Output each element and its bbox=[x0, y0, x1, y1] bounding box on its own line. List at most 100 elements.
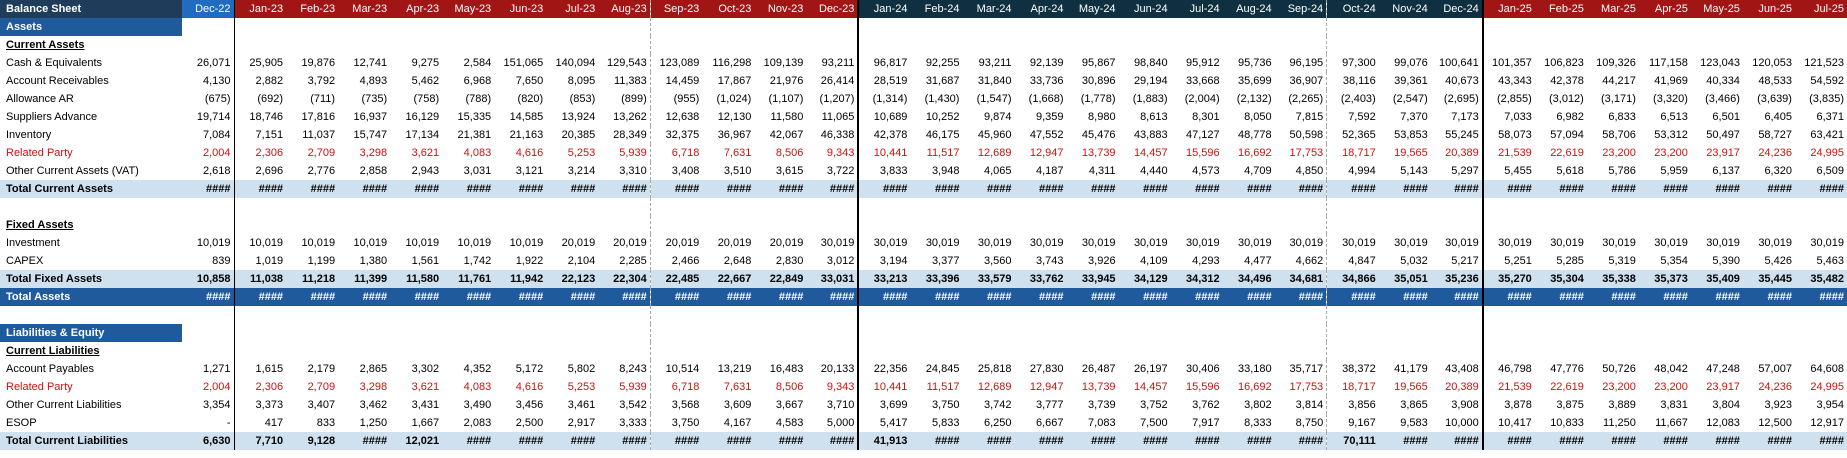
cell[interactable]: #### bbox=[1378, 432, 1431, 450]
cell[interactable]: 43,408 bbox=[1445, 363, 1479, 375]
row-label[interactable]: Total Fixed Assets bbox=[0, 270, 182, 288]
cell[interactable] bbox=[546, 306, 598, 324]
cell[interactable] bbox=[910, 342, 962, 360]
cell[interactable] bbox=[546, 18, 598, 36]
cell[interactable] bbox=[1119, 36, 1171, 54]
cell[interactable]: (1,883) bbox=[1132, 93, 1168, 105]
cell[interactable]: 10,252 bbox=[925, 111, 960, 123]
cell[interactable]: 22,485 bbox=[649, 270, 703, 288]
cell[interactable] bbox=[962, 198, 1014, 216]
cell[interactable] bbox=[1535, 36, 1587, 54]
cell[interactable]: 11,580 bbox=[770, 111, 804, 123]
cell[interactable]: 5,426 bbox=[1764, 255, 1792, 267]
cell[interactable]: 21,163 bbox=[509, 129, 544, 141]
cell[interactable]: (1,668) bbox=[1028, 93, 1064, 105]
month-header-jun-25[interactable]: Jun-25 bbox=[1742, 0, 1795, 18]
cell[interactable]: 3,831 bbox=[1660, 399, 1688, 411]
cell[interactable]: 15,596 bbox=[1185, 147, 1220, 159]
cell[interactable] bbox=[1379, 36, 1431, 54]
cell[interactable]: 24,995 bbox=[1810, 147, 1844, 159]
cell[interactable]: #### bbox=[1222, 288, 1275, 306]
cell[interactable]: 3,621 bbox=[411, 381, 440, 393]
cell[interactable] bbox=[806, 324, 858, 342]
row-label[interactable]: Allowance AR bbox=[6, 93, 74, 105]
row-label[interactable]: Assets bbox=[0, 18, 182, 36]
cell[interactable]: 58,073 bbox=[1481, 126, 1535, 144]
cell[interactable]: #### bbox=[494, 180, 547, 198]
cell[interactable]: 38,372 bbox=[1326, 360, 1379, 378]
cell[interactable]: #### bbox=[338, 180, 391, 198]
cell[interactable]: 5,455 bbox=[1481, 162, 1535, 180]
cell[interactable] bbox=[1431, 198, 1483, 216]
row-label[interactable]: Account Receivables bbox=[6, 75, 109, 87]
cell[interactable]: 2,865 bbox=[359, 363, 388, 375]
cell[interactable] bbox=[1795, 342, 1847, 360]
cell[interactable]: 10,019 bbox=[509, 237, 544, 249]
cell[interactable]: 3,889 bbox=[1608, 399, 1636, 411]
cell[interactable]: (711) bbox=[310, 93, 336, 105]
cell[interactable]: 27,830 bbox=[1029, 363, 1064, 375]
cell[interactable] bbox=[1743, 216, 1795, 234]
cell[interactable]: 6,968 bbox=[463, 75, 492, 87]
cell[interactable] bbox=[1743, 198, 1795, 216]
cell[interactable]: 16,692 bbox=[1238, 147, 1272, 159]
cell[interactable] bbox=[1587, 342, 1639, 360]
cell[interactable]: 33,213 bbox=[857, 270, 911, 288]
cell[interactable]: 1,380 bbox=[359, 255, 388, 267]
cell[interactable] bbox=[1743, 342, 1795, 360]
cell[interactable]: 3,373 bbox=[233, 396, 287, 414]
cell[interactable] bbox=[1587, 36, 1639, 54]
cell[interactable]: 4,130 bbox=[203, 75, 231, 87]
cell[interactable]: 47,552 bbox=[1029, 129, 1064, 141]
cell[interactable]: 2,104 bbox=[567, 255, 596, 267]
cell[interactable]: 1,922 bbox=[515, 255, 544, 267]
cell[interactable]: 16,129 bbox=[405, 111, 440, 123]
cell[interactable]: 13,739 bbox=[1081, 381, 1116, 393]
cell[interactable]: 23,200 bbox=[1602, 147, 1636, 159]
cell[interactable]: #### bbox=[962, 288, 1015, 306]
cell[interactable] bbox=[962, 36, 1014, 54]
cell[interactable]: #### bbox=[1742, 180, 1795, 198]
cell[interactable] bbox=[390, 216, 442, 234]
cell[interactable]: 54,592 bbox=[1810, 75, 1844, 87]
cell[interactable]: 30,406 bbox=[1185, 363, 1220, 375]
cell[interactable]: 18,717 bbox=[1326, 378, 1379, 396]
cell[interactable] bbox=[910, 198, 962, 216]
cell[interactable] bbox=[1639, 306, 1691, 324]
cell[interactable]: 14,457 bbox=[1133, 147, 1168, 159]
cell[interactable]: 46,798 bbox=[1481, 360, 1535, 378]
cell[interactable] bbox=[754, 216, 806, 234]
cell[interactable]: #### bbox=[1430, 288, 1483, 306]
month-header-jul-25[interactable]: Jul-25 bbox=[1794, 0, 1847, 18]
month-header-may-24[interactable]: May-24 bbox=[1066, 0, 1119, 18]
cell[interactable] bbox=[1275, 342, 1327, 360]
cell[interactable]: 1,742 bbox=[463, 255, 492, 267]
cell[interactable]: 30,896 bbox=[1081, 75, 1116, 87]
cell[interactable]: 55,245 bbox=[1445, 129, 1479, 141]
cell[interactable] bbox=[649, 306, 703, 324]
cell[interactable] bbox=[1481, 306, 1535, 324]
cell[interactable] bbox=[754, 342, 806, 360]
cell[interactable] bbox=[546, 216, 598, 234]
cell[interactable]: #### bbox=[1586, 288, 1639, 306]
cell[interactable]: 4,616 bbox=[515, 147, 544, 159]
cell[interactable] bbox=[286, 198, 338, 216]
cell[interactable]: 3,510 bbox=[723, 165, 752, 177]
cell[interactable]: 4,187 bbox=[1036, 165, 1064, 177]
cell[interactable]: 30,019 bbox=[857, 234, 911, 252]
cell[interactable]: 40,334 bbox=[1706, 75, 1740, 87]
cell[interactable]: 5,251 bbox=[1481, 252, 1535, 270]
cell[interactable]: 41,969 bbox=[1654, 75, 1688, 87]
cell[interactable]: #### bbox=[910, 432, 963, 450]
cell[interactable]: 50,726 bbox=[1602, 363, 1636, 375]
cell[interactable] bbox=[1587, 216, 1639, 234]
cell[interactable] bbox=[1171, 198, 1223, 216]
cell[interactable]: 5,143 bbox=[1400, 165, 1428, 177]
cell[interactable]: 34,866 bbox=[1326, 270, 1379, 288]
cell[interactable]: 24,845 bbox=[925, 363, 960, 375]
cell[interactable] bbox=[649, 198, 703, 216]
cell[interactable]: 129,543 bbox=[607, 57, 647, 69]
row-label[interactable]: Suppliers Advance bbox=[6, 111, 98, 123]
cell[interactable]: #### bbox=[1534, 180, 1587, 198]
month-header-jun-24[interactable]: Jun-24 bbox=[1118, 0, 1171, 18]
